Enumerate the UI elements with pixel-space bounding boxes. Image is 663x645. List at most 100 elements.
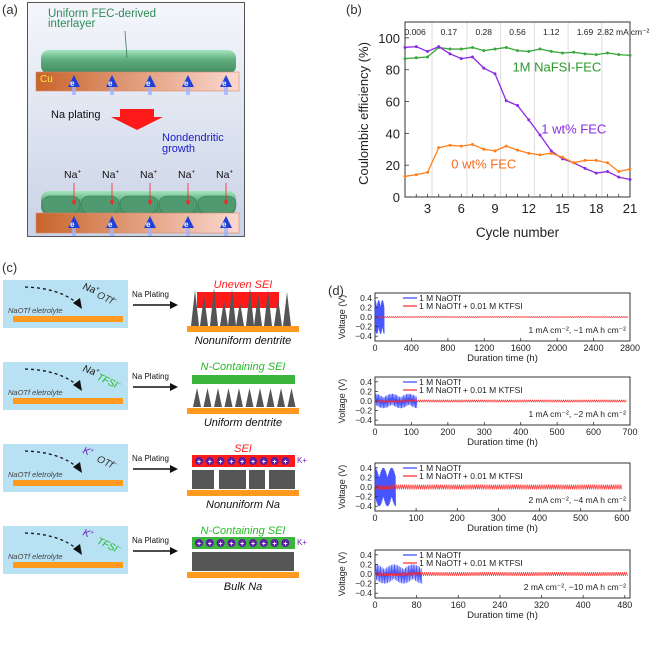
electron-label: e (222, 220, 227, 229)
voltage-profile-charts: 0 400 800 1200 1600 2000 2400 2800−0.4−0.20.00.… (337, 292, 640, 621)
dendrite (283, 292, 291, 326)
panel-label-d: (d) (328, 283, 344, 298)
dendrite (246, 288, 254, 326)
data-point (448, 143, 452, 147)
legend-label: 1 M NaOTf (419, 550, 461, 560)
panel-label-c: (c) (2, 260, 18, 275)
data-point (606, 161, 609, 165)
result-label: Bulk Na (224, 581, 263, 593)
plating-arrow-icon (111, 109, 163, 130)
test-condition-label: 1 mA cm⁻², −2 mA h cm⁻² (528, 409, 626, 419)
voltage-trace (374, 483, 623, 490)
data-point (583, 52, 587, 56)
y-tick-label: 0.4 (360, 377, 372, 387)
data-point (414, 45, 418, 49)
na-deposit (158, 195, 198, 214)
electron-tail (224, 228, 228, 236)
plating-arrowhead-icon (170, 301, 178, 309)
test-condition-label: 1 mA cm⁻², −1 mA h cm⁻² (528, 325, 626, 335)
dendrite (245, 388, 254, 407)
n-sei-layer (192, 375, 295, 384)
voltage-trace (374, 300, 385, 334)
x-tick-label: 21 (623, 201, 637, 216)
voltage-trace (374, 571, 628, 577)
electrolyte-label: NaOTf eletrolyte (8, 552, 63, 561)
k-ion-plus: + (262, 541, 266, 548)
electrode-strip (13, 316, 123, 322)
x-tick-label: 400 (576, 600, 591, 610)
electron-tail (72, 87, 76, 95)
electrode-strip (13, 480, 123, 486)
na-ion-label: Na+ (216, 169, 233, 181)
voltage-trace (374, 316, 629, 318)
data-point (482, 66, 486, 70)
interlayer-label-line1: Uniform FEC-derived (48, 8, 156, 20)
anion-charge: − (117, 381, 123, 388)
electron-tail (224, 87, 228, 95)
series-line (404, 46, 631, 60)
y-axis-label: Voltage (V) (337, 295, 347, 340)
sei-label: N-Containing SEI (201, 361, 286, 373)
electron-tail (148, 228, 152, 236)
sei-label: SEI (234, 443, 252, 455)
growth-label-line2: growth (162, 143, 196, 155)
voltage-chart-d1: 0 400 800 1200 1600 2000 2400 2800−0.4−0.20.00.… (337, 292, 640, 364)
k-ion-plus: + (240, 541, 244, 548)
k-ion-icon (281, 457, 290, 465)
current-density-label: 0.006 (404, 27, 426, 37)
x-tick-label: 100 (409, 513, 424, 523)
substrate-strip (187, 572, 299, 578)
data-point (572, 50, 576, 54)
nondendritic-na-deposits (41, 195, 237, 214)
data-point (594, 53, 598, 57)
result-label: Uniform dentrite (204, 417, 282, 429)
x-tick-label: 12 (522, 201, 536, 216)
k-ion-icon (270, 539, 279, 547)
substrate-strip (187, 490, 299, 496)
x-tick-label: 15 (555, 201, 569, 216)
result-label: Nonuniform Na (206, 499, 280, 511)
k-ion-icon (249, 457, 257, 465)
electron-arrow-icon (106, 75, 118, 87)
electrode-strip (13, 398, 123, 404)
y-tick-label: 80 (386, 63, 400, 78)
k-ion-icon (238, 457, 247, 465)
ion-arrowhead-icon (73, 298, 82, 309)
k-ion-plus: + (208, 459, 212, 466)
k-ion-icon (195, 457, 203, 465)
data-point (414, 173, 418, 177)
data-point (504, 99, 508, 103)
dendrite (193, 388, 201, 407)
plating-arrow-label: Na Plating (132, 454, 169, 463)
data-point (516, 104, 519, 108)
data-point (606, 170, 609, 174)
k-ion-label: K+ (297, 538, 307, 547)
x-tick-label: 80 (412, 600, 422, 610)
data-point (493, 72, 497, 76)
panel-a-svg: e e e e e e e e e e (35, 30, 240, 236)
x-tick-label: 300 (491, 513, 506, 523)
legend-label: 1 M NaOTf + 0.01 M KTFSI (419, 301, 523, 311)
x-tick-label: 700 (622, 427, 637, 437)
x-tick-label: 0 (372, 427, 377, 437)
x-tick-label: 320 (534, 600, 549, 610)
data-point (617, 175, 621, 179)
dendrite (200, 295, 208, 326)
data-point (459, 144, 463, 148)
na-block (192, 470, 214, 489)
dendrite (210, 288, 218, 326)
y-tick-label: 40 (386, 126, 400, 141)
sei-label: N-Containing SEI (201, 525, 286, 537)
substrate-strip (187, 326, 299, 332)
data-point (583, 166, 587, 170)
dendrite (224, 388, 233, 407)
na-block (219, 470, 246, 489)
dendrite (266, 388, 275, 407)
dendrite (277, 388, 285, 407)
data-point (504, 45, 508, 49)
y-tick-label: −0.4 (355, 415, 372, 425)
plating-arrowhead-icon (170, 547, 178, 555)
